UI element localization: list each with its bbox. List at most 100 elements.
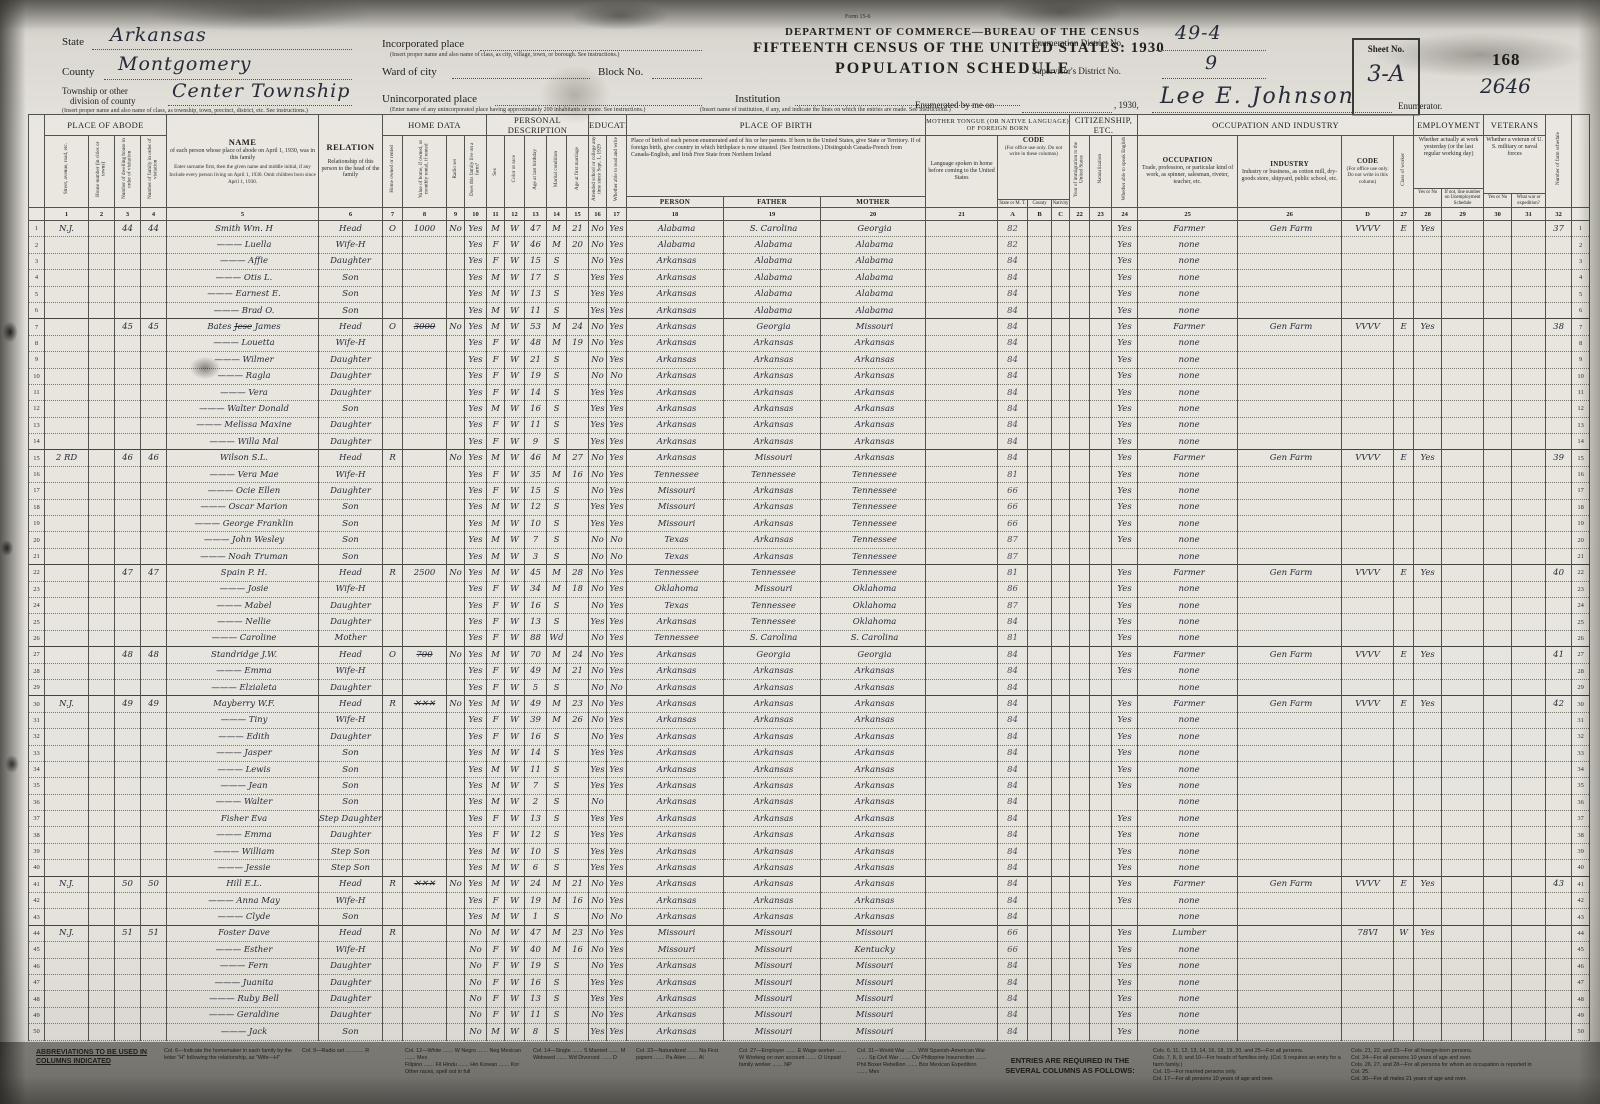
cell-owned_rented [382, 842, 404, 861]
cell-code_b [1027, 252, 1053, 271]
cell-dwelling_number [114, 285, 141, 303]
cell-marital: S [546, 285, 568, 303]
cell-occupation: none [1137, 400, 1239, 418]
cell-worker_class: E [1393, 564, 1415, 582]
cell-family_number [139, 465, 168, 484]
cell-relation: Son [318, 908, 384, 926]
cell-owned_rented [382, 269, 404, 287]
cell-school: Yes [588, 826, 608, 844]
cell-radio [446, 367, 466, 385]
cell-family_number: 44 [139, 219, 168, 238]
cell-code_d [1341, 285, 1395, 303]
cell-race: W [504, 711, 526, 730]
column-number: D [1341, 207, 1395, 221]
cell-father_birthplace: Arkansas [723, 531, 822, 549]
cell-code_d [1341, 465, 1395, 484]
cell-industry [1237, 383, 1343, 402]
cell-war [1511, 990, 1547, 1008]
cell-name: Smith Wm. H [166, 219, 320, 238]
cell-owned_rented [382, 777, 404, 795]
cell-mother_birthplace: Tennessee [820, 547, 927, 566]
cell-code_a: 84 [997, 269, 1029, 287]
cell-dwelling_number [114, 892, 141, 910]
cell-worker_class [1393, 465, 1415, 484]
note-col9: Col. 9—Radio set ............ R [302, 1048, 370, 1054]
cell-race: W [504, 219, 526, 238]
group-relation: RELATION Relationship of this person to … [318, 114, 384, 208]
line-number: 16 [1571, 465, 1591, 484]
cell-mother_tongue [925, 596, 999, 615]
cell-read_write: Yes [606, 941, 628, 959]
cell-school: Yes [588, 1023, 608, 1041]
cell-worked_yesterday [1413, 269, 1443, 287]
cell-code_d [1341, 367, 1395, 385]
cell-sex: M [486, 219, 506, 238]
cell-school: Yes [588, 810, 608, 828]
cell-farm: Yes [464, 908, 488, 926]
line-number: 7 [1571, 318, 1591, 336]
cell-marital: S [546, 973, 568, 992]
cell-war [1511, 793, 1547, 812]
column-number: 8 [402, 207, 448, 221]
cell-owned_rented [382, 580, 404, 598]
cell-war [1511, 875, 1547, 894]
cell-age_married [566, 629, 590, 648]
cell-worker_class [1393, 744, 1415, 762]
line-number: 2 [1571, 236, 1591, 254]
cell-birthplace: Oklahoma [626, 580, 725, 598]
cell-veteran [1483, 252, 1513, 271]
cell-farm_schedule [1545, 1023, 1573, 1041]
census-row: 2 ——— Luella Wife-H Yes F W 46 M 20 No Yes Alabama A… [28, 236, 1591, 254]
cell-worked_yesterday [1413, 941, 1443, 959]
cell-unemployment_line [1441, 662, 1485, 680]
cell-unemployment_line [1441, 351, 1485, 369]
cell-school: No [588, 465, 608, 484]
cell-relation: Wife-H [318, 662, 384, 680]
cell-relation: Wife-H [318, 711, 384, 730]
cell-school: No [588, 580, 608, 598]
cell-dwelling_number [114, 269, 141, 287]
group-home-data: HOME DATA [382, 114, 488, 136]
cell-unemployment_line [1441, 236, 1485, 254]
cell-immigration_year [1069, 957, 1091, 975]
line-number: 41 [1571, 875, 1591, 894]
cell-owned_rented [382, 515, 404, 533]
state-label: State [62, 36, 84, 48]
cell-marital: S [546, 990, 568, 1008]
cell-code_b [1027, 531, 1053, 549]
cell-dwelling_number [114, 908, 141, 926]
cell-marital: S [546, 793, 568, 812]
cell-worked_yesterday [1413, 482, 1443, 500]
cell-name: ——— Oscar Marion [166, 498, 320, 517]
cell-worker_class [1393, 957, 1415, 975]
cell-age: 46 [524, 449, 548, 467]
cell-age: 15 [524, 252, 548, 271]
cell-relation: Daughter [318, 728, 384, 746]
cell-farm_schedule: 38 [1545, 318, 1573, 336]
cell-house_number [88, 252, 115, 271]
census-row: 12 ——— Walter Donald Son Yes M W 16 S Yes Yes Arka… [28, 400, 1591, 418]
entries-list-b: Cols. 21, 22, and 23—For all foreign-bor… [1351, 1048, 1532, 1083]
cell-occupation: Farmer [1137, 318, 1239, 336]
cell-naturalization [1089, 318, 1113, 336]
cell-house_number [88, 416, 115, 435]
cell-farm: Yes [464, 416, 488, 435]
cell-age: 45 [524, 564, 548, 582]
cell-speaks_english [1111, 547, 1139, 566]
cell-owned_rented [382, 613, 404, 631]
cell-read_write: Yes [606, 285, 628, 303]
cell-home_value [402, 941, 448, 959]
cell-code_a: 84 [997, 334, 1029, 353]
cell-speaks_english: Yes [1111, 383, 1139, 402]
line-number: 18 [28, 498, 45, 517]
cell-unemployment_line [1441, 859, 1485, 877]
cell-sex: M [486, 760, 506, 779]
cell-home_value [402, 744, 448, 762]
cell-family_number [139, 629, 168, 648]
cell-radio [446, 613, 466, 631]
cell-mother_birthplace: Arkansas [820, 744, 927, 762]
cell-mother_birthplace: Arkansas [820, 383, 927, 402]
cell-code_c [1051, 908, 1071, 926]
cell-house_number [88, 482, 115, 500]
line-number: 10 [1571, 367, 1591, 385]
